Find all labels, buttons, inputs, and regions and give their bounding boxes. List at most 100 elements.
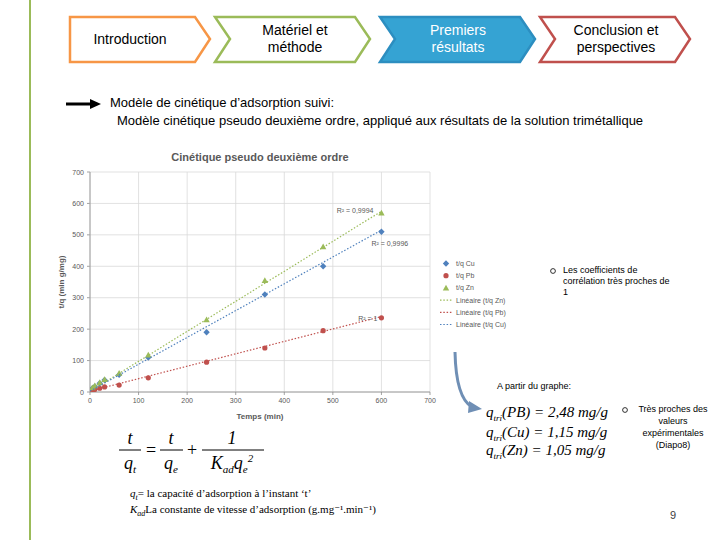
data-point (379, 315, 384, 320)
r2-label: R² = 0,9996 (371, 240, 408, 247)
page-number: 9 (670, 509, 676, 521)
fraction-den: qt (124, 453, 137, 475)
bullet (551, 269, 556, 274)
tick-label: 300 (230, 397, 242, 404)
formula: tqt=tqe+1Kadqe2 (119, 428, 264, 475)
tick-label: 100 (72, 357, 84, 364)
side-rule (29, 0, 31, 540)
tick-mark (90, 392, 91, 395)
text-part: e (243, 463, 248, 475)
fraction-bar (202, 450, 264, 451)
tick-label: 700 (72, 169, 84, 176)
fraction-num: t (168, 428, 174, 448)
legend-swatch (440, 300, 452, 301)
heading-line: Modèle cinétique pseudo deuxième ordre, … (117, 113, 643, 128)
tick-label: 0 (80, 389, 84, 396)
fraction-num: t (127, 428, 133, 448)
grid-line (90, 392, 430, 393)
legend-label: t/q Pb (456, 272, 474, 280)
tick-mark (87, 297, 90, 298)
r2-label: R² = 0,9994 (337, 207, 374, 214)
bullet (623, 408, 628, 413)
tick-mark (87, 360, 90, 361)
data-point (145, 352, 151, 358)
legend-swatch (443, 260, 449, 266)
tick-label: 400 (72, 263, 84, 270)
text-part: e (173, 463, 178, 475)
result-line: qtri(Zn) = 1,05 mg/g (486, 442, 606, 461)
operator: = (146, 440, 156, 460)
nav-tab (215, 17, 370, 62)
fraction-den: qe (164, 453, 178, 475)
tick-label: 300 (72, 294, 84, 301)
result-line: qtri(PB) = 2,48 mg/g (486, 404, 608, 423)
curved-arrow (455, 352, 482, 413)
nav-label: Introduction (65, 31, 195, 48)
grid-line (90, 172, 430, 173)
definition: qt= la capacité d’adsorption à l’instant… (130, 487, 311, 502)
tick-mark (235, 392, 236, 395)
tick-label: 600 (72, 200, 84, 207)
grid-line (90, 203, 430, 204)
grid-line (138, 172, 139, 392)
trend-line (90, 317, 381, 391)
operator: + (187, 440, 197, 460)
tick-mark (332, 392, 333, 395)
data-point (320, 263, 326, 269)
annotations: R² = 0,9994R² = 1R² = 0,9996 (337, 207, 409, 321)
grid-line (381, 172, 382, 392)
grid-line (284, 172, 285, 392)
text-part: 2 (248, 452, 254, 464)
arrow-head (468, 401, 482, 413)
tick-label: 200 (181, 397, 193, 404)
text-part: = la capacité d’adsorption à l’instant ‘… (138, 487, 312, 499)
data-point (203, 329, 209, 335)
tick-label: 500 (327, 397, 339, 404)
legend: t/q Cut/q Pbt/q ZnLinéaire (t/q Zn)Linéa… (440, 260, 506, 329)
definition: KadLa constante de vitesse d’adsorption … (129, 503, 376, 518)
legend-swatch (440, 324, 452, 325)
tick-label: 200 (72, 326, 84, 333)
grid-line (90, 297, 430, 298)
chart-title: Cinétique pseudo deuxième ordre (171, 151, 348, 163)
grid-line (90, 172, 91, 392)
fraction-bar (119, 450, 141, 451)
x-axis (90, 392, 430, 393)
tick-mark (87, 392, 90, 393)
heading-line: Modèle de cinétique d’adsorption suivi: (110, 95, 334, 110)
text-part: t (133, 463, 137, 475)
tick-label: 400 (278, 397, 290, 404)
text-part: ad (223, 463, 235, 475)
text-part: La constante de vitesse d’adsorption (g.… (145, 503, 376, 516)
legend-swatch (443, 285, 449, 291)
note-text: Très proches des valeurs expérimentales … (630, 403, 716, 451)
data-point (262, 291, 268, 297)
legend-label: t/q Zn (456, 284, 474, 292)
tick-label: 600 (376, 397, 388, 404)
tick-mark (138, 392, 139, 395)
heading-arrow-head (90, 99, 101, 109)
tick-mark (430, 392, 431, 395)
fraction-bar (160, 450, 183, 451)
nav-label: Premiers résultats (408, 22, 508, 56)
plot-area (90, 210, 385, 392)
grid-line (235, 172, 236, 392)
text-part: (Cu) = 1,15 mg/g (502, 424, 608, 441)
nav-label: Conclusion et perspectives (556, 22, 676, 56)
text-part: q (164, 453, 173, 473)
grid-line (90, 234, 430, 235)
text-part: K (210, 453, 224, 473)
tick-label: 0 (88, 397, 92, 404)
slide: Cinétique pseudo deuxième ordre 0 100 200 30… (0, 0, 720, 540)
tick-mark (87, 172, 90, 173)
tick-label: 500 (72, 231, 84, 238)
result-line: qtri(Cu) = 1,15 mg/g (486, 424, 608, 443)
text-part: (PB) = 2,48 mg/g (502, 404, 608, 421)
trend-line (90, 211, 381, 391)
note-text: Les coefficients de corrélation très pro… (563, 265, 675, 298)
tick-mark (87, 203, 90, 204)
legend-swatch (440, 312, 452, 313)
chart: Cinétique pseudo deuxième ordre 0 100 200 30… (57, 151, 506, 421)
tick-label: 100 (133, 397, 145, 404)
text-part: (Zn) = 1,05 mg/g (502, 442, 606, 459)
